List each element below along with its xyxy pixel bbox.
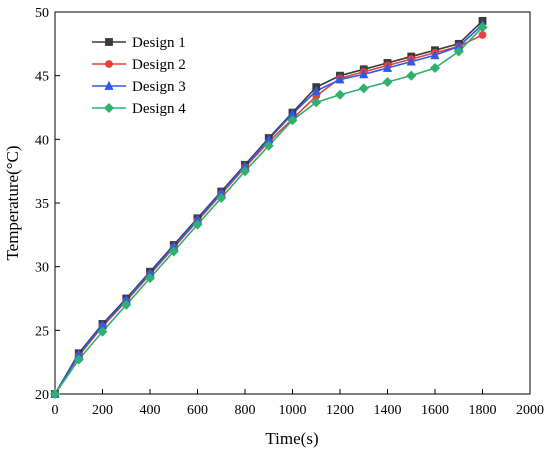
series-line-design-4 <box>54 26 484 395</box>
point-design-4 <box>358 83 369 94</box>
legend-marker-design-1 <box>105 38 113 46</box>
point-design-3 <box>406 56 416 66</box>
x-tick-label: 600 <box>187 403 208 418</box>
axis-ticks: 0 200 400 600 800 1000 1200 1400 1600 1800 2000 20 2… <box>35 6 544 418</box>
y-tick-label: 25 <box>35 324 49 339</box>
legend-label-design-3: Design 3 <box>132 79 186 95</box>
x-tick-label: 1400 <box>374 403 402 418</box>
legend-marker-design-4 <box>103 102 115 114</box>
point-design-4 <box>97 326 108 337</box>
point-design-3 <box>382 62 393 72</box>
legend-marker-design-3 <box>104 80 114 90</box>
series-line-design-1 <box>54 20 484 395</box>
legend: Design 1 Design 2 Design 3 Design 4 <box>92 35 186 117</box>
point-design-4 <box>453 46 464 57</box>
y-tick-label: 40 <box>35 133 49 148</box>
legend-label-design-1: Design 1 <box>132 35 186 51</box>
point-design-3 <box>359 69 369 79</box>
series-lines <box>54 20 484 395</box>
x-tick-label: 2000 <box>516 403 544 418</box>
legend-label-design-2: Design 2 <box>132 57 186 73</box>
y-tick-label: 20 <box>35 388 49 403</box>
series-line-design-3 <box>54 24 484 395</box>
y-tick-label: 50 <box>35 6 49 21</box>
point-design-4 <box>49 388 61 400</box>
y-tick-label: 45 <box>35 70 49 85</box>
point-design-2 <box>478 31 487 39</box>
point-design-3 <box>311 85 321 95</box>
plot-frame <box>54 11 531 395</box>
point-design-4 <box>216 192 227 203</box>
x-tick-label: 400 <box>140 403 161 418</box>
x-tick-label: 1000 <box>279 403 307 418</box>
point-design-4 <box>192 219 203 230</box>
legend-marker-design-2 <box>105 60 113 68</box>
point-design-4 <box>477 22 488 33</box>
point-design-4 <box>168 246 179 257</box>
point-design-4 <box>429 63 441 74</box>
point-design-4 <box>73 354 84 365</box>
x-tick-label: 200 <box>92 403 113 418</box>
point-design-4 <box>121 299 132 310</box>
legend-label-design-4: Design 4 <box>132 101 186 117</box>
point-design-4 <box>406 70 417 81</box>
x-tick-label: 1600 <box>421 403 449 418</box>
point-design-4 <box>334 89 346 100</box>
x-tick-label: 1800 <box>469 403 497 418</box>
series-markers <box>49 17 488 400</box>
y-axis-title: Temperature(°C) <box>3 145 22 260</box>
y-tick-label: 30 <box>35 261 49 276</box>
point-design-4 <box>263 140 274 151</box>
x-tick-label: 1200 <box>326 403 354 418</box>
y-tick-label: 35 <box>35 197 49 212</box>
point-design-4 <box>239 166 251 177</box>
point-design-4 <box>382 77 393 88</box>
x-tick-label: 800 <box>235 403 256 418</box>
point-design-4 <box>144 273 156 284</box>
series-line-design-2 <box>54 34 483 395</box>
x-tick-label: 0 <box>52 403 59 418</box>
point-design-4 <box>311 97 322 108</box>
x-axis-title: Time(s) <box>265 429 318 448</box>
point-design-3 <box>430 50 440 60</box>
point-design-4 <box>287 115 298 126</box>
point-design-3 <box>335 74 345 84</box>
